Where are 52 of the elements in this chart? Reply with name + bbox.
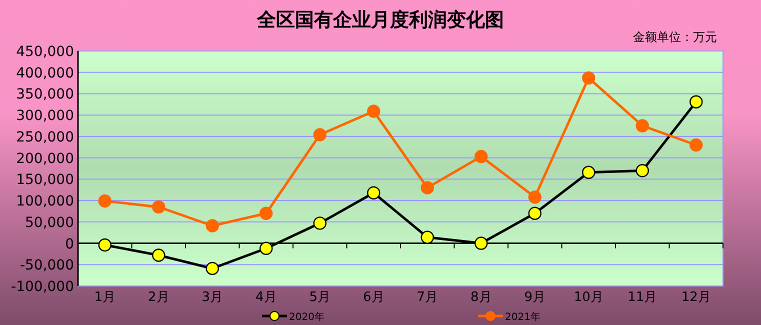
- x-tick-label: 7月: [416, 290, 438, 305]
- point: [98, 194, 112, 208]
- y-tick-label: -100,000: [11, 279, 74, 295]
- point: [313, 216, 326, 230]
- point: [474, 236, 488, 250]
- x-tick-label: 9月: [524, 290, 546, 305]
- y-tick-label: 50,000: [25, 214, 74, 231]
- text: 金额单位：万元: [633, 30, 717, 44]
- point: [582, 166, 596, 179]
- chart-title: 全区国有企业月度利润变化图: [256, 9, 504, 31]
- x-tick-label: 12月: [681, 290, 711, 305]
- y-tick-label: 100,000: [16, 194, 74, 210]
- x-tick-label: 10月: [574, 290, 604, 305]
- point: [420, 181, 434, 194]
- point: [690, 138, 703, 152]
- point: [313, 128, 326, 142]
- point: [636, 164, 649, 178]
- point: [367, 104, 380, 118]
- point: [206, 219, 219, 232]
- y-tick-label: 350,000: [16, 86, 74, 103]
- y-tick-label: 0: [65, 236, 74, 252]
- x-tick-label: 1月: [94, 290, 116, 305]
- y-tick-label: -50,000: [20, 258, 74, 274]
- legend-label: 2021年: [505, 311, 540, 323]
- y-tick-label: 300,000: [16, 108, 74, 124]
- point: [582, 71, 596, 85]
- y-tick-label: 450,000: [16, 44, 74, 60]
- point: [98, 238, 112, 252]
- point: [260, 242, 273, 255]
- x-tick-label: 4月: [255, 290, 277, 305]
- point: [152, 248, 166, 262]
- point: [260, 206, 273, 220]
- point: [528, 190, 542, 204]
- x-tick-label: 2月: [148, 290, 170, 305]
- point: [420, 230, 434, 244]
- point: [367, 186, 380, 200]
- x-tick-label: 6月: [362, 290, 384, 305]
- y-tick-label: 200,000: [16, 150, 74, 167]
- point: [474, 150, 488, 164]
- legend-label: 2020年: [289, 311, 324, 323]
- point: [636, 119, 649, 132]
- y-tick-label: 250,000: [16, 129, 74, 146]
- y-tick-label: 400,000: [16, 65, 74, 82]
- y-tick-label: 150,000: [16, 172, 74, 188]
- x-tick-label: 5月: [309, 290, 331, 305]
- point: [152, 200, 166, 214]
- x-tick-label: 11月: [628, 290, 658, 305]
- point: [206, 262, 219, 276]
- point: [528, 206, 542, 220]
- x-tick-label: 3月: [202, 290, 224, 305]
- x-tick-label: 8月: [470, 290, 492, 305]
- point: [690, 95, 703, 108]
